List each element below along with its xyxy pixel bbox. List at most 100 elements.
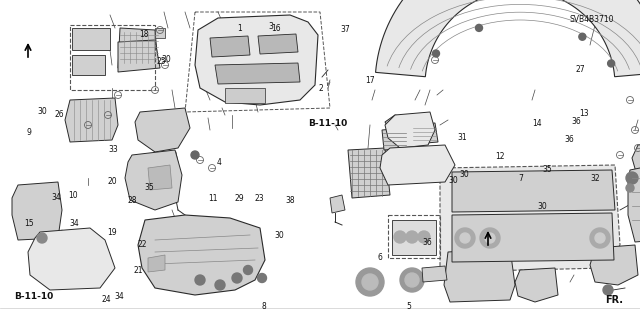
Polygon shape — [590, 245, 638, 285]
Polygon shape — [258, 34, 298, 54]
Text: 14: 14 — [532, 119, 542, 128]
Circle shape — [460, 233, 470, 243]
Circle shape — [243, 265, 253, 275]
Text: 35: 35 — [145, 183, 154, 192]
Text: 22: 22 — [138, 241, 147, 249]
Circle shape — [191, 151, 199, 159]
Circle shape — [433, 50, 440, 57]
Text: B-11-10: B-11-10 — [308, 119, 348, 128]
Polygon shape — [215, 63, 300, 84]
Polygon shape — [422, 266, 447, 282]
Polygon shape — [72, 28, 110, 50]
Circle shape — [590, 228, 610, 248]
Text: 23: 23 — [254, 194, 264, 203]
Text: 3: 3 — [269, 22, 274, 31]
Text: 21: 21 — [133, 266, 143, 275]
Polygon shape — [135, 108, 190, 152]
Circle shape — [257, 273, 266, 283]
Text: 24: 24 — [101, 295, 111, 304]
Polygon shape — [118, 28, 158, 68]
Text: 30: 30 — [37, 107, 47, 115]
Text: 36: 36 — [422, 238, 432, 247]
Circle shape — [215, 280, 225, 290]
Circle shape — [455, 228, 475, 248]
Text: 15: 15 — [24, 219, 34, 228]
Circle shape — [405, 273, 419, 287]
Text: 7: 7 — [518, 174, 524, 182]
Circle shape — [607, 60, 614, 67]
Text: 18: 18 — [140, 30, 149, 39]
Circle shape — [603, 285, 613, 295]
Circle shape — [480, 228, 500, 248]
Text: 1: 1 — [237, 24, 241, 33]
Circle shape — [626, 172, 638, 184]
Polygon shape — [125, 150, 182, 210]
Polygon shape — [385, 115, 420, 135]
Text: FR.: FR. — [605, 295, 623, 305]
Circle shape — [394, 231, 406, 243]
Text: 4: 4 — [216, 158, 221, 167]
Polygon shape — [118, 40, 160, 72]
Circle shape — [195, 275, 205, 285]
Polygon shape — [382, 128, 408, 150]
Circle shape — [232, 273, 242, 283]
Circle shape — [418, 231, 430, 243]
Text: SVB4B3710: SVB4B3710 — [570, 15, 614, 24]
Text: 30: 30 — [274, 231, 284, 240]
Text: 6: 6 — [378, 253, 383, 262]
Polygon shape — [65, 98, 118, 142]
Circle shape — [37, 233, 47, 243]
Circle shape — [476, 24, 483, 31]
Text: 32: 32 — [590, 174, 600, 182]
Text: 26: 26 — [54, 110, 64, 119]
Polygon shape — [515, 268, 558, 302]
Polygon shape — [440, 165, 620, 272]
Polygon shape — [632, 142, 640, 172]
Text: 12: 12 — [495, 152, 504, 161]
Polygon shape — [155, 28, 165, 38]
Polygon shape — [28, 228, 115, 290]
Polygon shape — [444, 248, 515, 302]
Text: 10: 10 — [68, 191, 78, 200]
Text: 30: 30 — [538, 202, 547, 211]
Polygon shape — [348, 148, 390, 198]
Text: 30: 30 — [460, 170, 469, 179]
Text: 30: 30 — [161, 55, 171, 63]
Polygon shape — [72, 55, 105, 75]
Text: 34: 34 — [69, 219, 79, 228]
Text: 36: 36 — [572, 117, 581, 126]
Polygon shape — [330, 195, 345, 213]
Polygon shape — [225, 88, 265, 103]
Text: 17: 17 — [365, 76, 374, 85]
Text: B-11-10: B-11-10 — [14, 292, 53, 301]
Circle shape — [400, 268, 424, 292]
Polygon shape — [380, 145, 455, 185]
Text: 38: 38 — [285, 196, 295, 205]
Text: 31: 31 — [457, 133, 467, 142]
Text: 19: 19 — [108, 228, 117, 237]
Text: 2: 2 — [318, 84, 323, 93]
Polygon shape — [392, 220, 436, 255]
Text: 27: 27 — [576, 65, 586, 74]
Polygon shape — [452, 170, 615, 212]
Polygon shape — [148, 165, 172, 190]
Polygon shape — [376, 0, 640, 77]
Polygon shape — [195, 15, 318, 105]
Polygon shape — [412, 123, 438, 144]
Text: 20: 20 — [108, 177, 117, 186]
Text: 29: 29 — [235, 194, 244, 203]
Polygon shape — [12, 182, 62, 240]
Text: 34: 34 — [114, 292, 124, 300]
Text: 25: 25 — [157, 57, 166, 66]
Circle shape — [485, 233, 495, 243]
Text: 34: 34 — [51, 193, 61, 202]
Text: 13: 13 — [579, 109, 589, 118]
Text: 33: 33 — [109, 145, 118, 154]
Text: 28: 28 — [128, 196, 138, 205]
Circle shape — [406, 231, 418, 243]
Polygon shape — [210, 36, 250, 57]
Circle shape — [626, 184, 634, 192]
Polygon shape — [452, 213, 614, 262]
Text: 8: 8 — [261, 302, 266, 311]
Text: 35: 35 — [543, 165, 552, 174]
